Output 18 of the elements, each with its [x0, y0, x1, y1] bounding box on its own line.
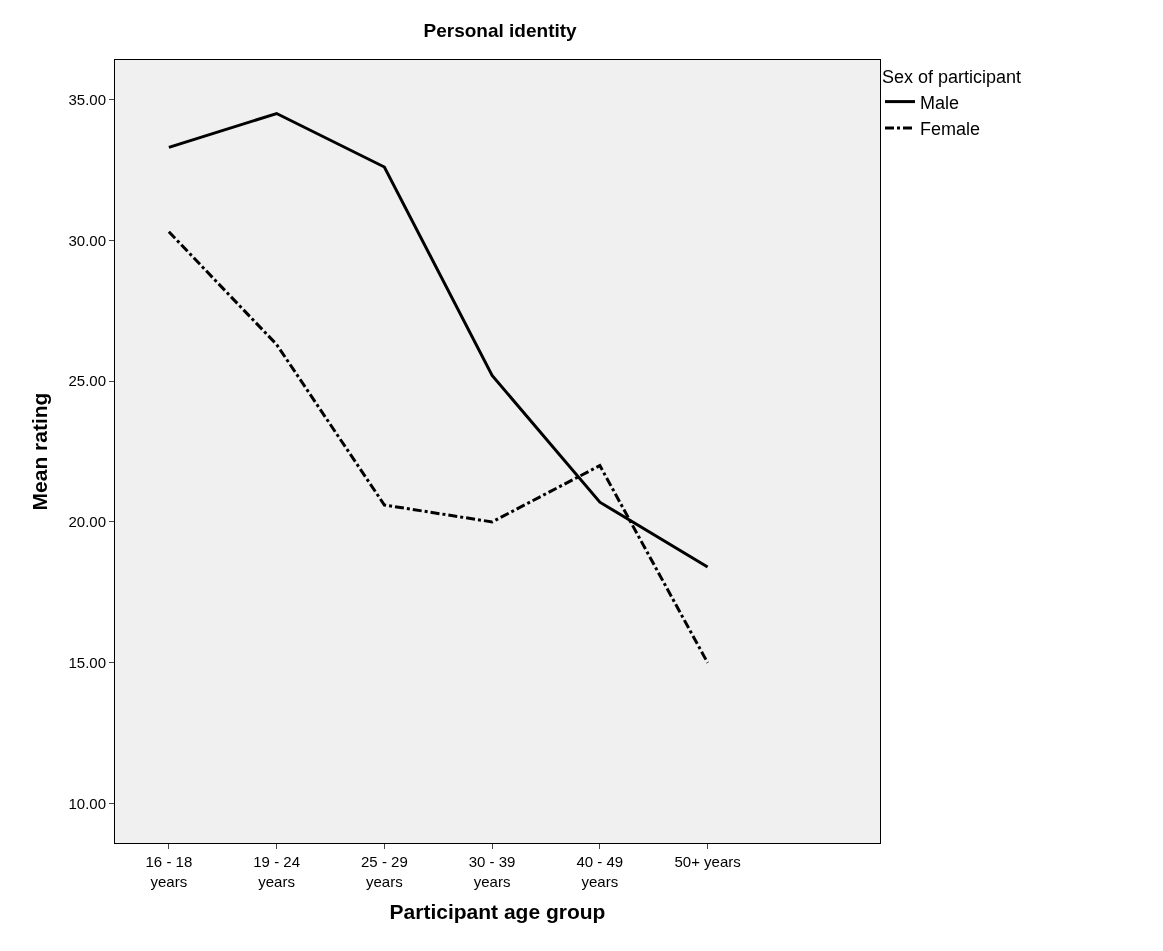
y-tick-label: 10.00: [68, 794, 106, 812]
y-axis-title: Mean rating: [27, 392, 51, 511]
y-tick-label: 35.00: [68, 90, 106, 108]
x-tick-label: 19 - 24 years: [253, 853, 300, 890]
x-tick-label: 40 - 49 years: [576, 853, 624, 890]
x-tick-label: 16 - 18 years: [145, 853, 193, 890]
x-tick-label: 50+ years: [674, 853, 741, 870]
y-tick-label: 25.00: [68, 372, 106, 390]
legend-label: Male: [920, 92, 960, 113]
y-tick-label: 20.00: [68, 513, 106, 531]
chart-title: Personal identity: [423, 20, 578, 42]
legend-title: Sex of participant: [882, 67, 1022, 88]
x-axis-title: Participant age group: [389, 899, 606, 923]
x-tick-label: 25 - 29 years: [361, 853, 408, 890]
x-tick-label: 30 - 39 years: [468, 853, 516, 890]
y-tick-label: 30.00: [68, 231, 106, 249]
legend-label: Female: [920, 119, 981, 140]
y-tick-label: 15.00: [68, 653, 106, 671]
